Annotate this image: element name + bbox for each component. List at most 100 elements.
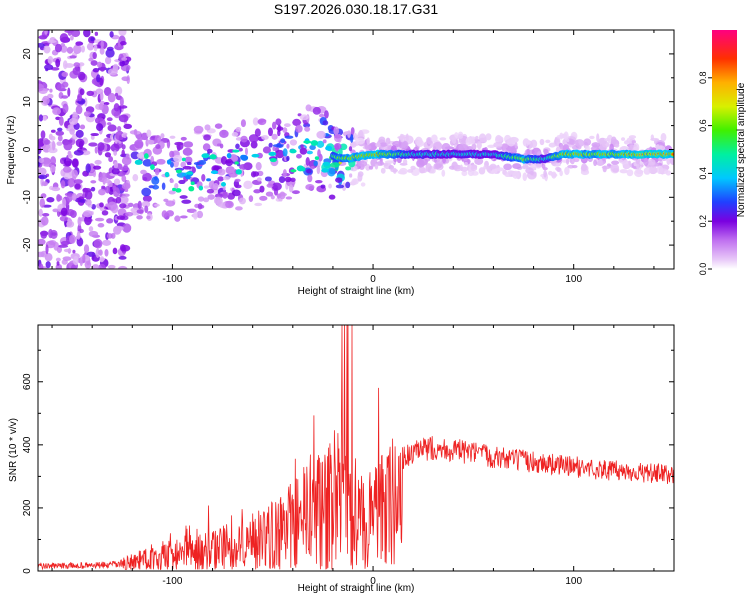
heat-cell <box>52 107 62 116</box>
heat-cell <box>174 183 179 189</box>
heat-cell <box>574 139 585 147</box>
heat-cell <box>108 156 114 163</box>
heat-cell <box>470 165 478 172</box>
heat-cell <box>454 132 459 139</box>
heat-cell <box>385 137 391 145</box>
heat-cell <box>310 165 315 170</box>
heat-cell <box>141 187 152 197</box>
heat-cell <box>291 190 300 195</box>
heat-cell <box>185 175 191 180</box>
heat-cell <box>114 225 124 231</box>
colorbar-tick-label: 0.8 <box>698 72 708 85</box>
heat-cell <box>305 157 310 166</box>
heat-cell <box>601 165 611 170</box>
heat-cell <box>142 159 153 167</box>
heat-cell <box>121 144 126 150</box>
heat-cell <box>243 180 253 190</box>
heat-cell <box>74 183 81 190</box>
colorbar-tick-label: 0.2 <box>698 215 708 228</box>
heat-cell <box>69 128 75 135</box>
heat-cell <box>493 141 503 148</box>
heat-cell <box>591 142 601 148</box>
heat-cell <box>77 71 86 81</box>
heat-cell <box>512 170 520 179</box>
heat-cell <box>322 161 331 166</box>
heat-cell <box>666 156 671 166</box>
heat-cell <box>290 177 296 183</box>
heat-cell <box>266 183 274 188</box>
heat-cell <box>439 137 447 141</box>
heat-cell <box>621 137 626 141</box>
heat-cell <box>522 172 528 182</box>
heat-cell <box>98 103 104 111</box>
heat-cell <box>175 188 182 193</box>
heat-cell <box>206 188 215 194</box>
heat-cell <box>164 171 170 178</box>
heat-cell <box>104 152 112 158</box>
heat-cell <box>91 203 96 210</box>
snr-panel: -100 0 100 0 200 400 600 Height of straight li… <box>8 324 675 594</box>
heat-cell <box>292 120 302 125</box>
heat-cell <box>63 141 73 151</box>
heat-cell <box>109 31 114 38</box>
heat-cell <box>272 121 277 130</box>
heat-cell <box>274 149 285 159</box>
heat-cell <box>57 135 63 142</box>
heat-cell <box>545 139 551 144</box>
heat-cell <box>278 176 286 183</box>
heat-cell <box>84 199 92 206</box>
heat-cell <box>596 133 600 143</box>
heat-cell <box>543 169 547 178</box>
heat-cell <box>186 208 191 213</box>
y-tick-label: -10 <box>22 190 33 205</box>
heat-cell <box>71 169 78 179</box>
heat-cell <box>105 185 111 194</box>
heat-cell <box>193 125 204 134</box>
heat-cell <box>90 37 95 42</box>
heat-cell <box>90 180 97 184</box>
heat-cell <box>153 203 160 207</box>
heat-cell <box>259 185 265 193</box>
heat-cell <box>322 120 329 126</box>
heat-cell <box>210 170 219 175</box>
heat-cell <box>68 178 74 188</box>
heat-cell <box>155 144 161 150</box>
heat-cell <box>45 261 51 269</box>
heat-cell <box>565 158 570 165</box>
heat-cell <box>114 43 124 51</box>
heat-cell <box>173 154 183 163</box>
heat-cell <box>268 142 273 148</box>
heat-cell <box>276 126 284 131</box>
heat-cell <box>506 137 516 147</box>
heat-cell <box>52 208 60 213</box>
heat-cell <box>101 210 109 216</box>
heat-cell <box>110 143 120 153</box>
heat-cell <box>88 142 98 147</box>
heat-cell <box>55 58 61 68</box>
heat-cell <box>335 177 343 183</box>
colorbar-label: Normalized spectral amplitude <box>736 82 747 217</box>
heat-cell <box>656 165 664 175</box>
heat-cell <box>259 195 268 201</box>
heat-cell <box>454 165 458 171</box>
heat-cell <box>56 141 63 146</box>
heat-cell <box>111 168 120 175</box>
heat-cell <box>203 134 211 141</box>
heat-cell <box>104 56 112 65</box>
heat-cell <box>626 169 634 177</box>
heat-cell <box>97 117 104 122</box>
heat-cell <box>610 136 617 145</box>
heat-cell <box>136 152 144 159</box>
heat-cell <box>631 140 637 144</box>
heat-cell <box>270 195 275 200</box>
heat-cell <box>41 181 49 187</box>
heat-cell <box>347 130 351 138</box>
heat-cell <box>118 30 127 37</box>
heat-cell <box>335 184 345 189</box>
heat-cell <box>118 114 129 123</box>
heat-cell <box>69 234 76 244</box>
heat-cell <box>589 135 595 140</box>
heat-cell <box>40 231 47 239</box>
heat-cell <box>407 169 414 173</box>
heat-cell <box>93 238 103 249</box>
